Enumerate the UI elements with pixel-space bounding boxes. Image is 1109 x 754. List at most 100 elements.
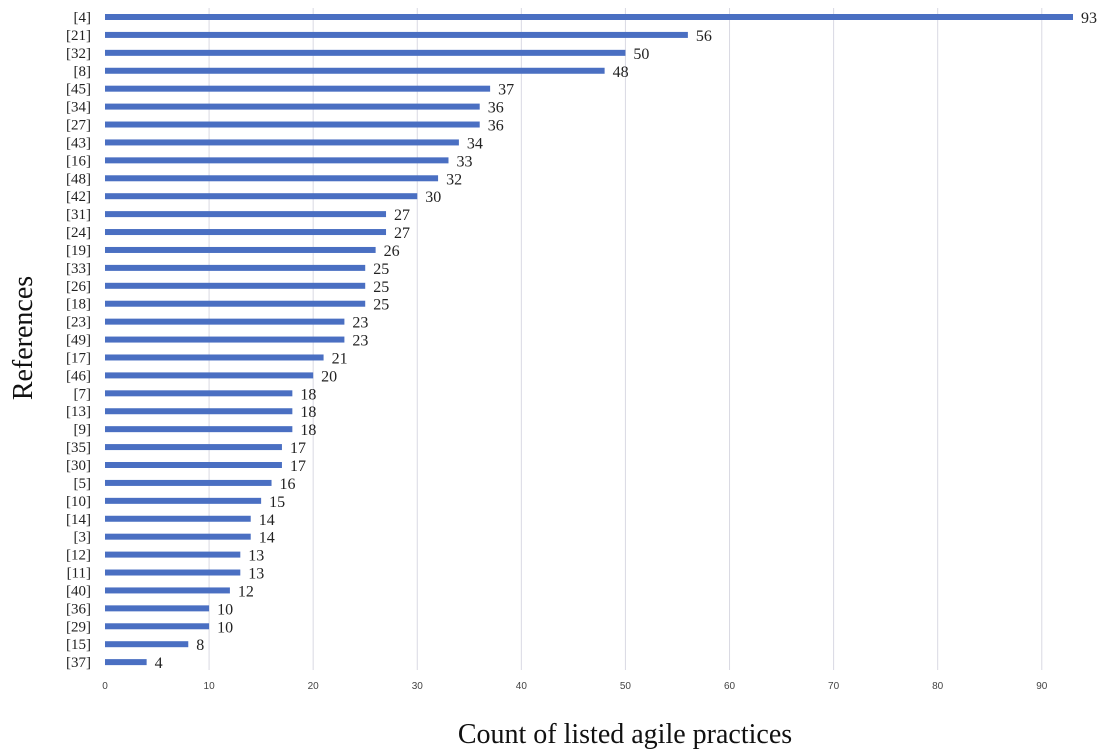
data-label: 8	[196, 637, 204, 654]
bar	[105, 264, 366, 271]
x-tick-label: 30	[412, 681, 424, 692]
x-tick-label: 90	[1036, 681, 1048, 692]
reference-label: [17]	[66, 350, 91, 366]
data-label: 48	[613, 64, 629, 81]
x-tick-label: 20	[308, 681, 320, 692]
bars	[105, 14, 1073, 666]
reference-label: [11]	[67, 566, 91, 582]
bar	[105, 605, 210, 612]
data-label: 50	[633, 46, 649, 63]
data-label: 37	[498, 82, 514, 99]
data-label: 4	[155, 655, 163, 672]
bar	[105, 515, 251, 522]
bar	[105, 193, 418, 200]
data-label: 12	[238, 583, 254, 600]
bar	[105, 390, 293, 397]
bar	[105, 479, 272, 486]
reference-label: [36]	[66, 601, 91, 617]
bar	[105, 121, 480, 128]
reference-label: [5]	[74, 476, 92, 492]
x-tick-label: 70	[828, 681, 840, 692]
reference-label: [42]	[66, 189, 91, 205]
bar	[105, 282, 366, 289]
reference-label: [30]	[66, 458, 91, 474]
reference-label: [46]	[66, 368, 91, 384]
reference-label: [40]	[66, 583, 91, 599]
data-label: 21	[332, 350, 348, 367]
data-label: 18	[300, 386, 316, 403]
bar	[105, 229, 387, 236]
value-labels: 9356504837363634333230272726252525232321…	[155, 10, 1097, 672]
bar	[105, 103, 480, 110]
data-label: 27	[394, 225, 410, 242]
data-label: 33	[456, 153, 472, 170]
data-label: 23	[352, 333, 368, 350]
bar	[105, 336, 345, 343]
data-label: 25	[373, 261, 389, 278]
reference-label: [31]	[66, 207, 91, 223]
reference-label: [43]	[66, 135, 91, 151]
data-label: 14	[259, 530, 275, 547]
reference-label: [9]	[74, 422, 92, 438]
bar	[105, 175, 439, 182]
bar	[105, 641, 189, 648]
bar	[105, 426, 293, 433]
bar	[105, 408, 293, 415]
reference-label: [19]	[66, 243, 91, 259]
reference-label: [4]	[74, 10, 92, 26]
grid-lines	[208, 8, 1043, 670]
bar	[105, 444, 282, 451]
reference-label: [10]	[66, 494, 91, 510]
bar	[105, 318, 345, 325]
data-label: 36	[488, 118, 504, 135]
data-label: 17	[290, 458, 306, 475]
data-label: 20	[321, 368, 337, 385]
data-label: 34	[467, 135, 483, 152]
reference-label: [37]	[66, 655, 91, 671]
data-label: 25	[373, 297, 389, 314]
bar	[105, 49, 626, 56]
reference-labels: [4] [21] [32] [8] [45] [34] [27][43] [16] [48] [4…	[66, 10, 91, 671]
reference-label: [32]	[66, 46, 91, 62]
data-label: 18	[300, 404, 316, 421]
bar	[105, 211, 387, 218]
reference-label: [24]	[66, 225, 91, 241]
x-tick-label: 40	[516, 681, 528, 692]
bar	[105, 139, 459, 146]
bar	[105, 569, 241, 576]
bar	[105, 14, 1073, 20]
reference-label: [49]	[66, 333, 91, 349]
reference-label: [16]	[66, 153, 91, 169]
bar	[105, 157, 449, 164]
data-label: 16	[280, 476, 296, 493]
bar	[105, 497, 262, 504]
bar	[105, 372, 314, 379]
bar	[105, 533, 251, 540]
data-label: 10	[217, 619, 233, 636]
data-label: 36	[488, 100, 504, 117]
data-label: 56	[696, 28, 712, 45]
x-tick-label: 10	[204, 681, 216, 692]
data-label: 18	[300, 422, 316, 439]
reference-label: [18]	[66, 297, 91, 313]
data-label: 93	[1081, 10, 1097, 27]
bar	[105, 67, 605, 74]
reference-label: [33]	[66, 261, 91, 277]
data-label: 10	[217, 601, 233, 618]
reference-label: [23]	[66, 315, 91, 331]
reference-label: [3]	[74, 530, 92, 546]
reference-label: [34]	[66, 100, 91, 116]
data-label: 15	[269, 494, 285, 511]
reference-label: [29]	[66, 619, 91, 635]
reference-label: [21]	[66, 28, 91, 44]
x-tick-label: 0	[102, 681, 108, 692]
bar	[105, 300, 366, 307]
data-label: 26	[384, 243, 400, 260]
bar	[105, 587, 230, 594]
bar	[105, 85, 491, 92]
x-tick-label: 80	[932, 681, 944, 692]
reference-label: [15]	[66, 637, 91, 653]
reference-label: [45]	[66, 82, 91, 98]
reference-label: [35]	[66, 440, 91, 456]
